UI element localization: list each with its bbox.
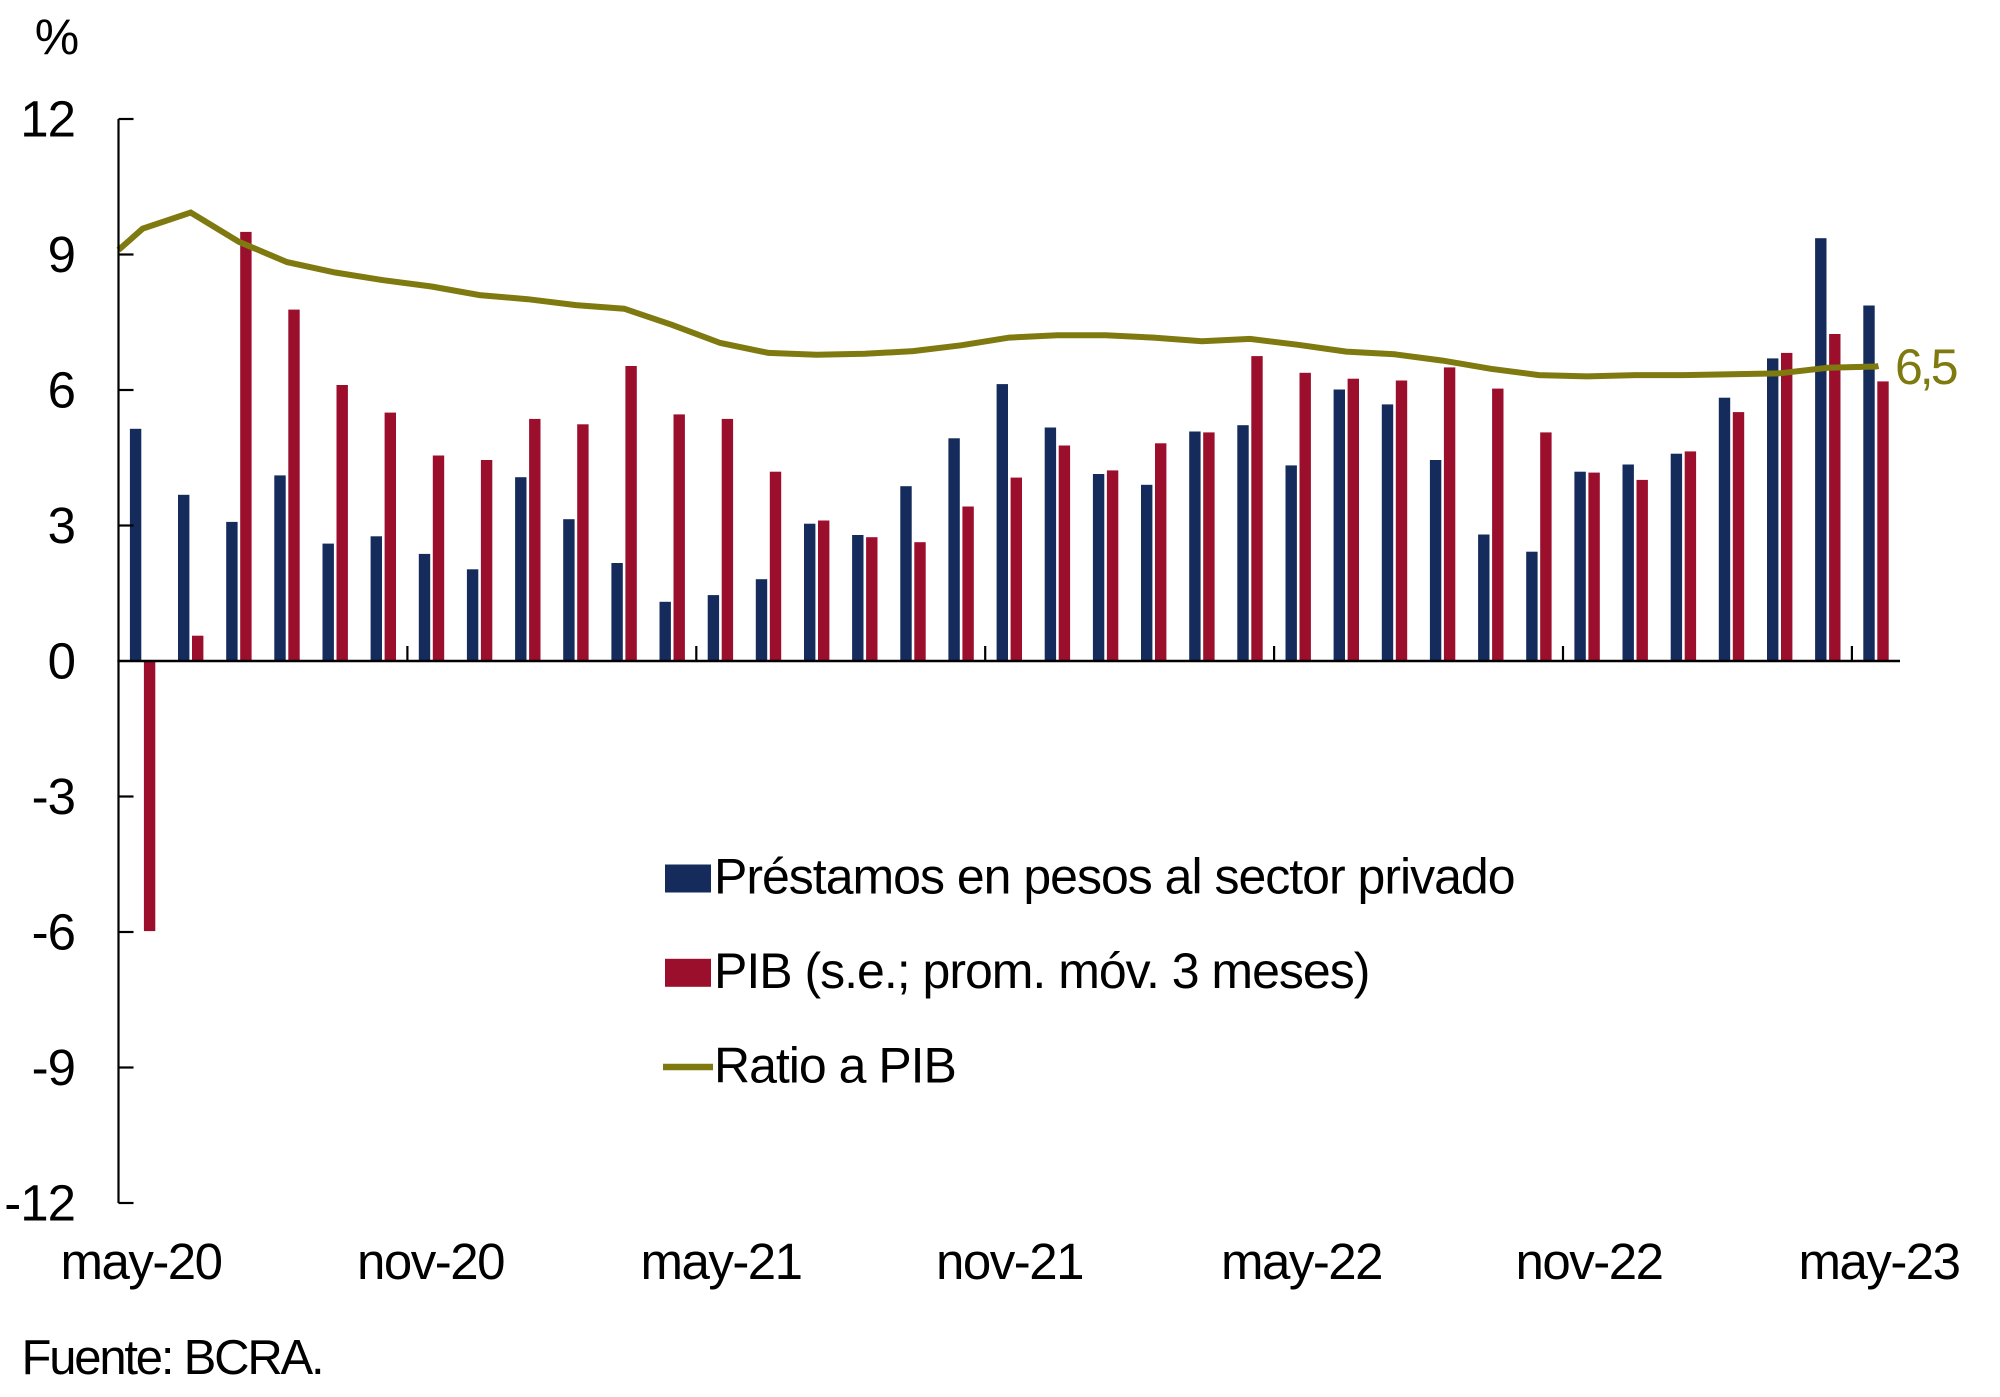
svg-text:may-21: may-21 — [640, 1233, 801, 1290]
svg-text:0: 0 — [48, 633, 75, 690]
svg-text:9: 9 — [48, 226, 75, 283]
svg-text:may-20: may-20 — [60, 1233, 221, 1290]
svg-text:3: 3 — [48, 497, 75, 554]
svg-text:%: % — [35, 9, 79, 65]
svg-text:nov-22: nov-22 — [1516, 1233, 1663, 1290]
svg-text:nov-21: nov-21 — [936, 1233, 1083, 1290]
svg-text:12: 12 — [20, 91, 75, 148]
svg-text:Ratio a PIB: Ratio a PIB — [714, 1038, 956, 1094]
svg-text:may-23: may-23 — [1798, 1233, 1959, 1290]
svg-text:Préstamos en pesos al sector p: Préstamos en pesos al sector privado — [714, 849, 1515, 905]
svg-text:may-22: may-22 — [1221, 1233, 1382, 1290]
svg-text:PIB (s.e.; prom. móv. 3 meses): PIB (s.e.; prom. móv. 3 meses) — [714, 943, 1369, 999]
svg-text:6,5: 6,5 — [1895, 339, 1957, 395]
svg-text:-12: -12 — [4, 1175, 75, 1232]
svg-text:-6: -6 — [32, 904, 75, 961]
svg-text:nov-20: nov-20 — [357, 1233, 504, 1290]
svg-text:-9: -9 — [32, 1039, 75, 1096]
svg-text:-3: -3 — [32, 768, 75, 825]
svg-text:6: 6 — [48, 362, 75, 419]
svg-text:Fuente: BCRA.: Fuente: BCRA. — [22, 1331, 323, 1385]
